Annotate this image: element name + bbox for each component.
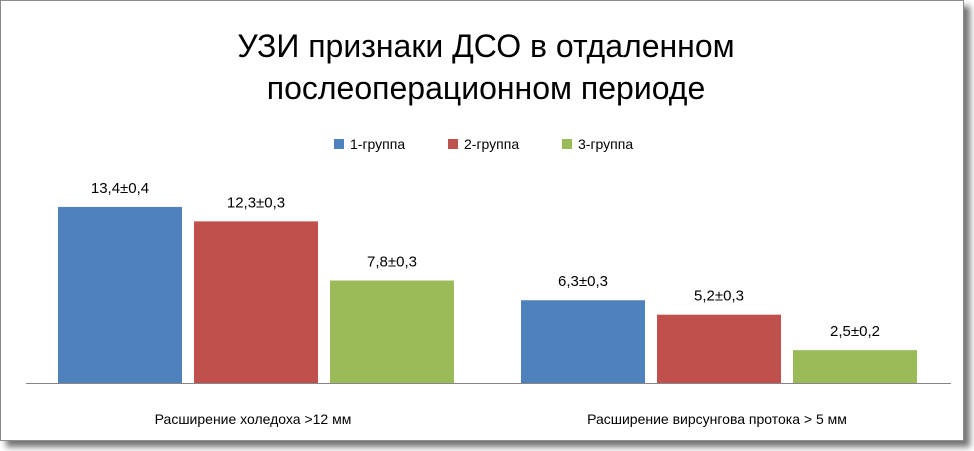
chart-title-line: УЗИ признаки ДСО в отдаленном <box>237 28 734 64</box>
bar <box>194 221 318 383</box>
bar <box>330 280 454 383</box>
data-label: 6,3±0,3 <box>558 273 608 290</box>
category-label: Расширение холедоха >12 мм <box>155 411 352 427</box>
legend-swatch <box>562 139 572 149</box>
data-label: 12,3±0,3 <box>227 194 285 211</box>
legend-swatch <box>334 139 344 149</box>
bar <box>58 206 182 383</box>
chart-frame: УЗИ признаки ДСО в отдаленном послеоперац… <box>0 0 964 441</box>
data-label: 5,2±0,3 <box>694 288 744 305</box>
category-labels: Расширение холедоха >12 мм Расширение вир… <box>155 411 847 427</box>
bar <box>521 300 645 383</box>
data-labels: 13,4±0,4 12,3±0,3 7,8±0,3 6,3±0,3 5,2±0,3 2,5… <box>91 180 880 340</box>
category-label: Расширение вирсунгова протока > 5 мм <box>587 411 847 427</box>
chart-title: УЗИ признаки ДСО в отдаленном послеоперац… <box>237 28 734 106</box>
legend-label: 1-группа <box>350 136 405 152</box>
data-label: 13,4±0,4 <box>91 180 149 197</box>
bar <box>657 314 781 383</box>
legend: 1-группа 2-группа 3-группа <box>334 136 633 152</box>
bars <box>58 206 917 383</box>
legend-label: 3-группа <box>578 136 633 152</box>
data-label: 7,8±0,3 <box>367 254 417 271</box>
data-label: 2,5±0,2 <box>830 323 880 340</box>
chart-title-line: послеоперационном периоде <box>267 70 706 106</box>
bar <box>793 350 917 383</box>
chart-svg: УЗИ признаки ДСО в отдаленном послеоперац… <box>26 28 951 427</box>
legend-label: 2-группа <box>464 136 519 152</box>
legend-swatch <box>448 139 458 149</box>
